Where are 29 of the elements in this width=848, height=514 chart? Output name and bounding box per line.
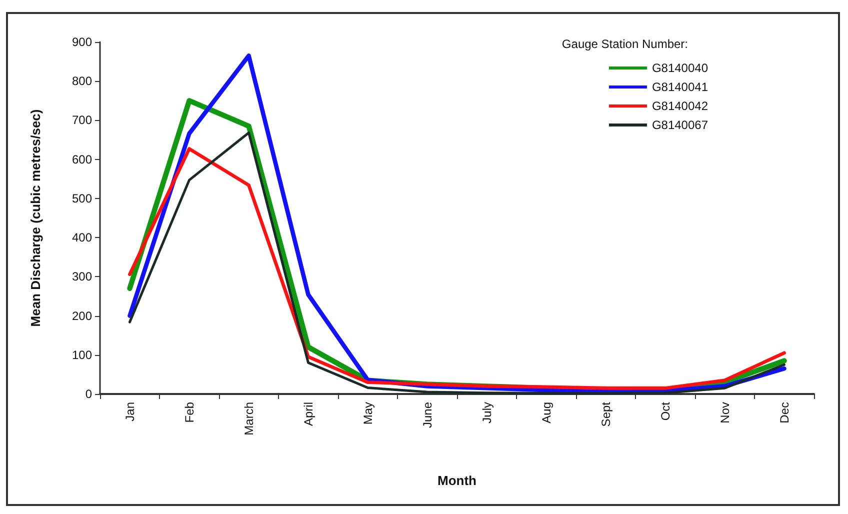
y-axis-title: Mean Discharge (cubic metres/sec)	[28, 109, 43, 327]
x-tick-label: Nov	[718, 402, 732, 424]
y-tick-label: 400	[72, 230, 92, 245]
legend-label: G8140041	[652, 80, 708, 94]
y-tick-label: 100	[72, 348, 92, 362]
y-tick-label: 600	[72, 152, 92, 166]
x-tick-label: Sept	[598, 401, 613, 427]
legend-label: G8140040	[652, 61, 708, 75]
y-tick-label: 700	[72, 113, 92, 128]
x-tick-label: April	[301, 402, 316, 426]
legend-label: G8140042	[652, 99, 708, 113]
x-tick-label: March	[242, 402, 256, 436]
x-tick-label: June	[420, 402, 434, 428]
y-tick-label: 300	[72, 270, 92, 284]
y-tick-label: 200	[72, 308, 92, 323]
x-tick-label: Jan	[122, 402, 137, 422]
x-tick-label: May	[360, 402, 375, 425]
x-tick-label: Aug	[539, 402, 554, 424]
y-tick-label: 0	[85, 387, 92, 401]
x-axis-title: Month	[438, 473, 477, 488]
legend-title: Gauge Station Number:	[562, 37, 688, 51]
legend-label: G8140067	[652, 118, 708, 132]
x-tick-label: Oct	[658, 401, 672, 421]
x-tick-label: Feb	[182, 402, 196, 423]
y-tick-label: 500	[72, 191, 92, 206]
y-tick-label: 800	[72, 74, 92, 88]
x-tick-label: Dec	[777, 402, 792, 424]
y-tick-label: 900	[72, 35, 92, 49]
x-tick-label: July	[480, 402, 494, 424]
